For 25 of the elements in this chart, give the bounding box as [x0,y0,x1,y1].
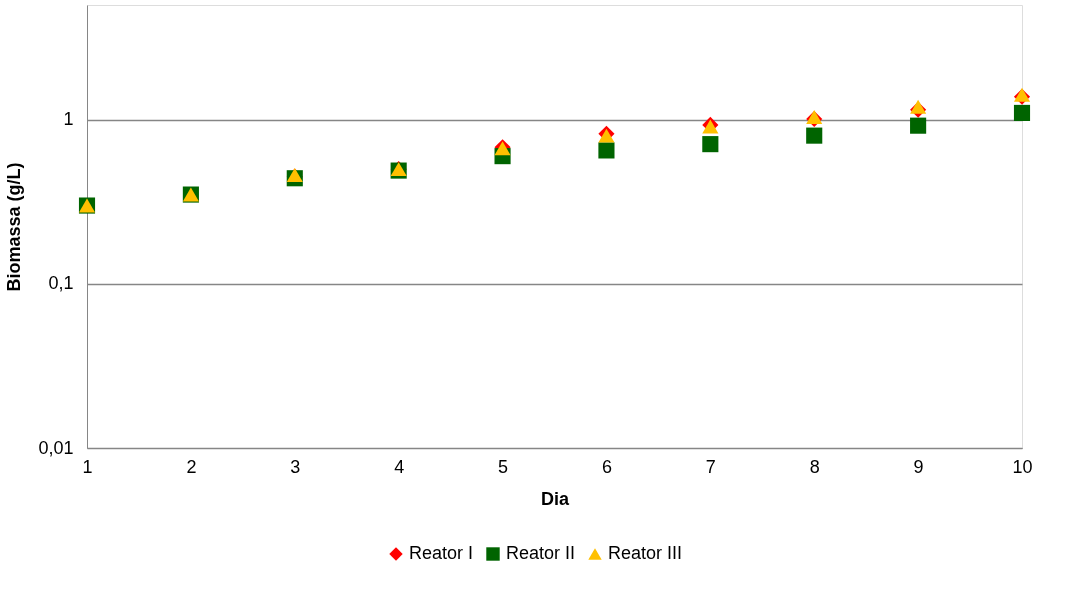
point [910,117,927,134]
y-axis-title: Biomassa (g/L) [4,162,25,292]
x-tick-label: 9 [913,456,924,477]
point [702,136,719,153]
point [806,127,823,144]
x-tick-label: 7 [705,456,716,477]
x-tick-label: 5 [498,456,509,477]
point [598,142,615,159]
legend-label: Reator II [506,543,576,563]
y-tick-label: 0,1 [48,273,74,294]
x-tick-label: 4 [394,456,405,477]
legend-label: Reator I [409,543,474,563]
point [806,109,823,124]
x-tick-label: 10 [1012,456,1033,477]
x-tick-label: 1 [82,456,93,477]
x-tick-label: 2 [186,456,197,477]
x-tick-label: 3 [290,456,301,477]
x-tick-label: 6 [601,456,612,477]
legend-label: Reator III [608,543,683,563]
point [1013,104,1031,121]
x-tick-label: 8 [809,456,820,477]
y-tick-label: 0,01 [38,437,74,458]
point [910,99,927,114]
x-axis-title: Dia [540,488,570,509]
y-tick-label: 1 [63,109,74,130]
